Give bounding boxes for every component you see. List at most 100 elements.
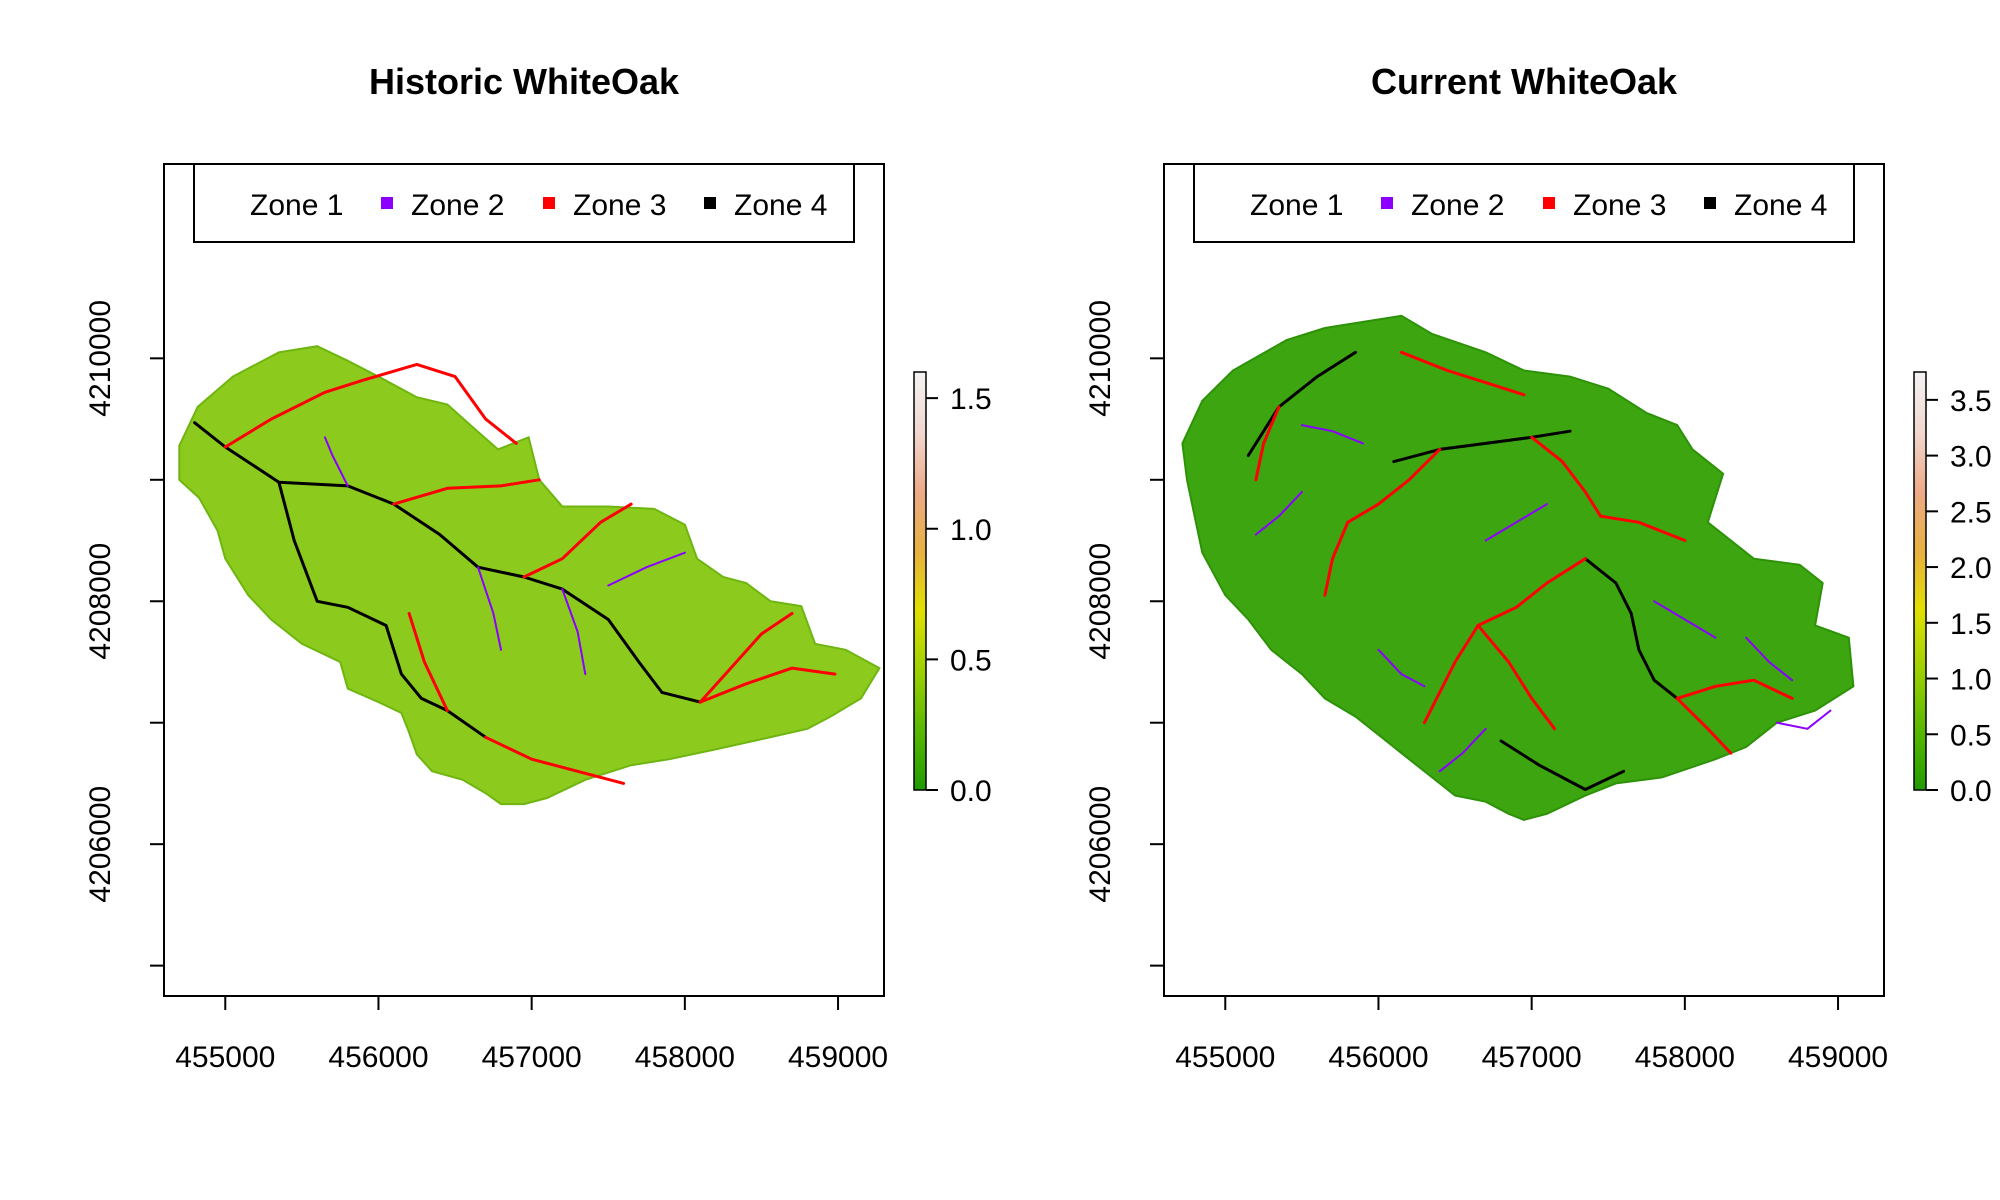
stream-zone-3 [698, 611, 794, 704]
x-tick-label: 459000 [788, 1041, 888, 1074]
colorbar-tick-label: 2.0 [1950, 552, 1992, 585]
stream-zone-4 [277, 480, 488, 739]
y-tick-label: 4208000 [1084, 543, 1117, 660]
stream-zone-3 [1675, 678, 1794, 700]
legend-label: Zone 2 [411, 189, 504, 222]
x-tick-label: 459000 [1788, 1041, 1888, 1074]
stream-zone-2 [1653, 600, 1717, 639]
stream-zone-3 [1476, 557, 1587, 627]
stream-zone-2 [1745, 636, 1794, 682]
x-tick-label: 455000 [1175, 1041, 1275, 1074]
colorbar-tick-label: 2.5 [1950, 496, 1992, 529]
colorbar-ramp [913, 371, 927, 791]
legend-label: Zone 2 [1411, 189, 1504, 222]
stream-zone-3 [1254, 405, 1281, 482]
x-axis: 455000 456000 457000 458000 459000 [175, 995, 888, 1074]
panel-current: Current WhiteOak 455000 456000 457000 45800… [1084, 61, 1992, 1074]
stream-zone-2 [1775, 709, 1832, 730]
colorbar-tick-label: 1.0 [950, 514, 992, 547]
colorbar-tick-label: 0.5 [950, 644, 992, 677]
stream-zone-3 [1399, 350, 1526, 397]
y-axis: 4206000 4208000 4210000 [84, 300, 165, 967]
y-tick-label: 4210000 [1084, 300, 1117, 417]
legend-swatch [381, 197, 393, 209]
colorbar-tick-label: 1.5 [950, 383, 992, 416]
x-tick-label: 456000 [1328, 1041, 1428, 1074]
stream-zone-3 [223, 362, 518, 449]
colorbar-tick-label: 1.0 [1950, 664, 1992, 697]
y-tick-label: 4206000 [1084, 786, 1117, 903]
stream-zone-2 [1377, 648, 1426, 688]
stream-zone-3 [1530, 435, 1603, 518]
stream-zone-3 [392, 478, 541, 506]
stream-zone-3 [407, 611, 449, 713]
legend: Zone 1 Zone 2 Zone 3 Zone 4 [1193, 163, 1855, 243]
colorbar-tick-label: 3.5 [1950, 385, 1992, 418]
x-tick-label: 456000 [328, 1041, 428, 1074]
legend-label: Zone 3 [1573, 189, 1666, 222]
legend-label: Zone 4 [734, 189, 827, 222]
colorbar-tick-label: 0.0 [1950, 775, 1992, 808]
stream-zone-2 [1484, 503, 1548, 542]
y-tick-label: 4206000 [84, 786, 117, 903]
stream-zone-3 [1346, 447, 1442, 524]
legend-box [193, 163, 855, 243]
y-tick-label: 4208000 [84, 543, 117, 660]
stream-zone-3 [1476, 624, 1557, 731]
stream-zone-3 [1323, 520, 1350, 597]
stream-zone-2 [1438, 727, 1487, 773]
x-tick-label: 455000 [175, 1041, 275, 1074]
colorbar: 0.0 0.5 1.0 1.5 2.0 2.5 3.0 3.5 [1913, 371, 1992, 808]
stream-zone-4 [1392, 429, 1572, 464]
stream-zone-3 [1422, 624, 1480, 725]
x-axis: 455000 456000 457000 458000 459000 [1175, 995, 1888, 1074]
map-layer [178, 345, 881, 806]
stream-zone-2 [477, 566, 502, 651]
x-tick-label: 458000 [635, 1041, 735, 1074]
legend-swatch [1543, 197, 1555, 209]
legend-label: Zone 1 [250, 189, 343, 222]
legend-swatch [1381, 197, 1393, 209]
map-layer [1181, 314, 1855, 821]
legend-swatch [543, 197, 555, 209]
legend: Zone 1 Zone 2 Zone 3 Zone 4 [193, 163, 855, 243]
stream-zone-3 [698, 666, 837, 704]
stream-zone-4 [1246, 350, 1357, 457]
legend-swatch [704, 197, 716, 209]
watershed-fill [1181, 314, 1855, 821]
chart-title: Historic WhiteOak [369, 61, 680, 102]
colorbar-ramp [1913, 371, 1927, 791]
streams-layer [1246, 350, 1832, 791]
colorbar: 0.0 0.5 1.0 1.5 [913, 371, 992, 808]
stream-zone-3 [522, 502, 633, 579]
streams-layer [193, 362, 837, 785]
colorbar-tick-label: 3.0 [1950, 441, 1992, 474]
y-axis: 4206000 4208000 4210000 [1084, 300, 1165, 967]
x-tick-label: 457000 [1482, 1041, 1582, 1074]
stream-zone-2 [1254, 490, 1303, 536]
stream-zone-4 [1499, 739, 1626, 791]
stream-zone-4 [1583, 557, 1679, 700]
stream-zone-3 [1599, 514, 1687, 542]
stream-zone-2 [1300, 424, 1365, 445]
stream-zone-2 [561, 588, 587, 676]
stream-zone-3 [484, 735, 626, 785]
x-tick-label: 457000 [482, 1041, 582, 1074]
legend-entries: Zone 1 Zone 2 Zone 3 Zone 4 [250, 189, 827, 222]
stream-zone-2 [323, 436, 349, 487]
chart-title: Current WhiteOak [1371, 61, 1678, 102]
legend-entries: Zone 1 Zone 2 Zone 3 Zone 4 [1250, 189, 1827, 222]
x-tick-label: 458000 [1635, 1041, 1735, 1074]
legend-label: Zone 1 [1250, 189, 1343, 222]
legend-label: Zone 3 [573, 189, 666, 222]
colorbar-tick-label: 0.0 [950, 775, 992, 808]
panel-historic: Historic WhiteOak 455000 456000 457000 4580… [84, 61, 992, 1074]
colorbar-tick-label: 1.5 [1950, 608, 1992, 641]
colorbar-tick-label: 0.5 [1950, 719, 1992, 752]
y-tick-label: 4210000 [84, 300, 117, 417]
stream-zone-3 [1675, 696, 1733, 755]
legend-box [1193, 163, 1855, 243]
legend-label: Zone 4 [1734, 189, 1827, 222]
stream-zone-2 [607, 551, 686, 587]
